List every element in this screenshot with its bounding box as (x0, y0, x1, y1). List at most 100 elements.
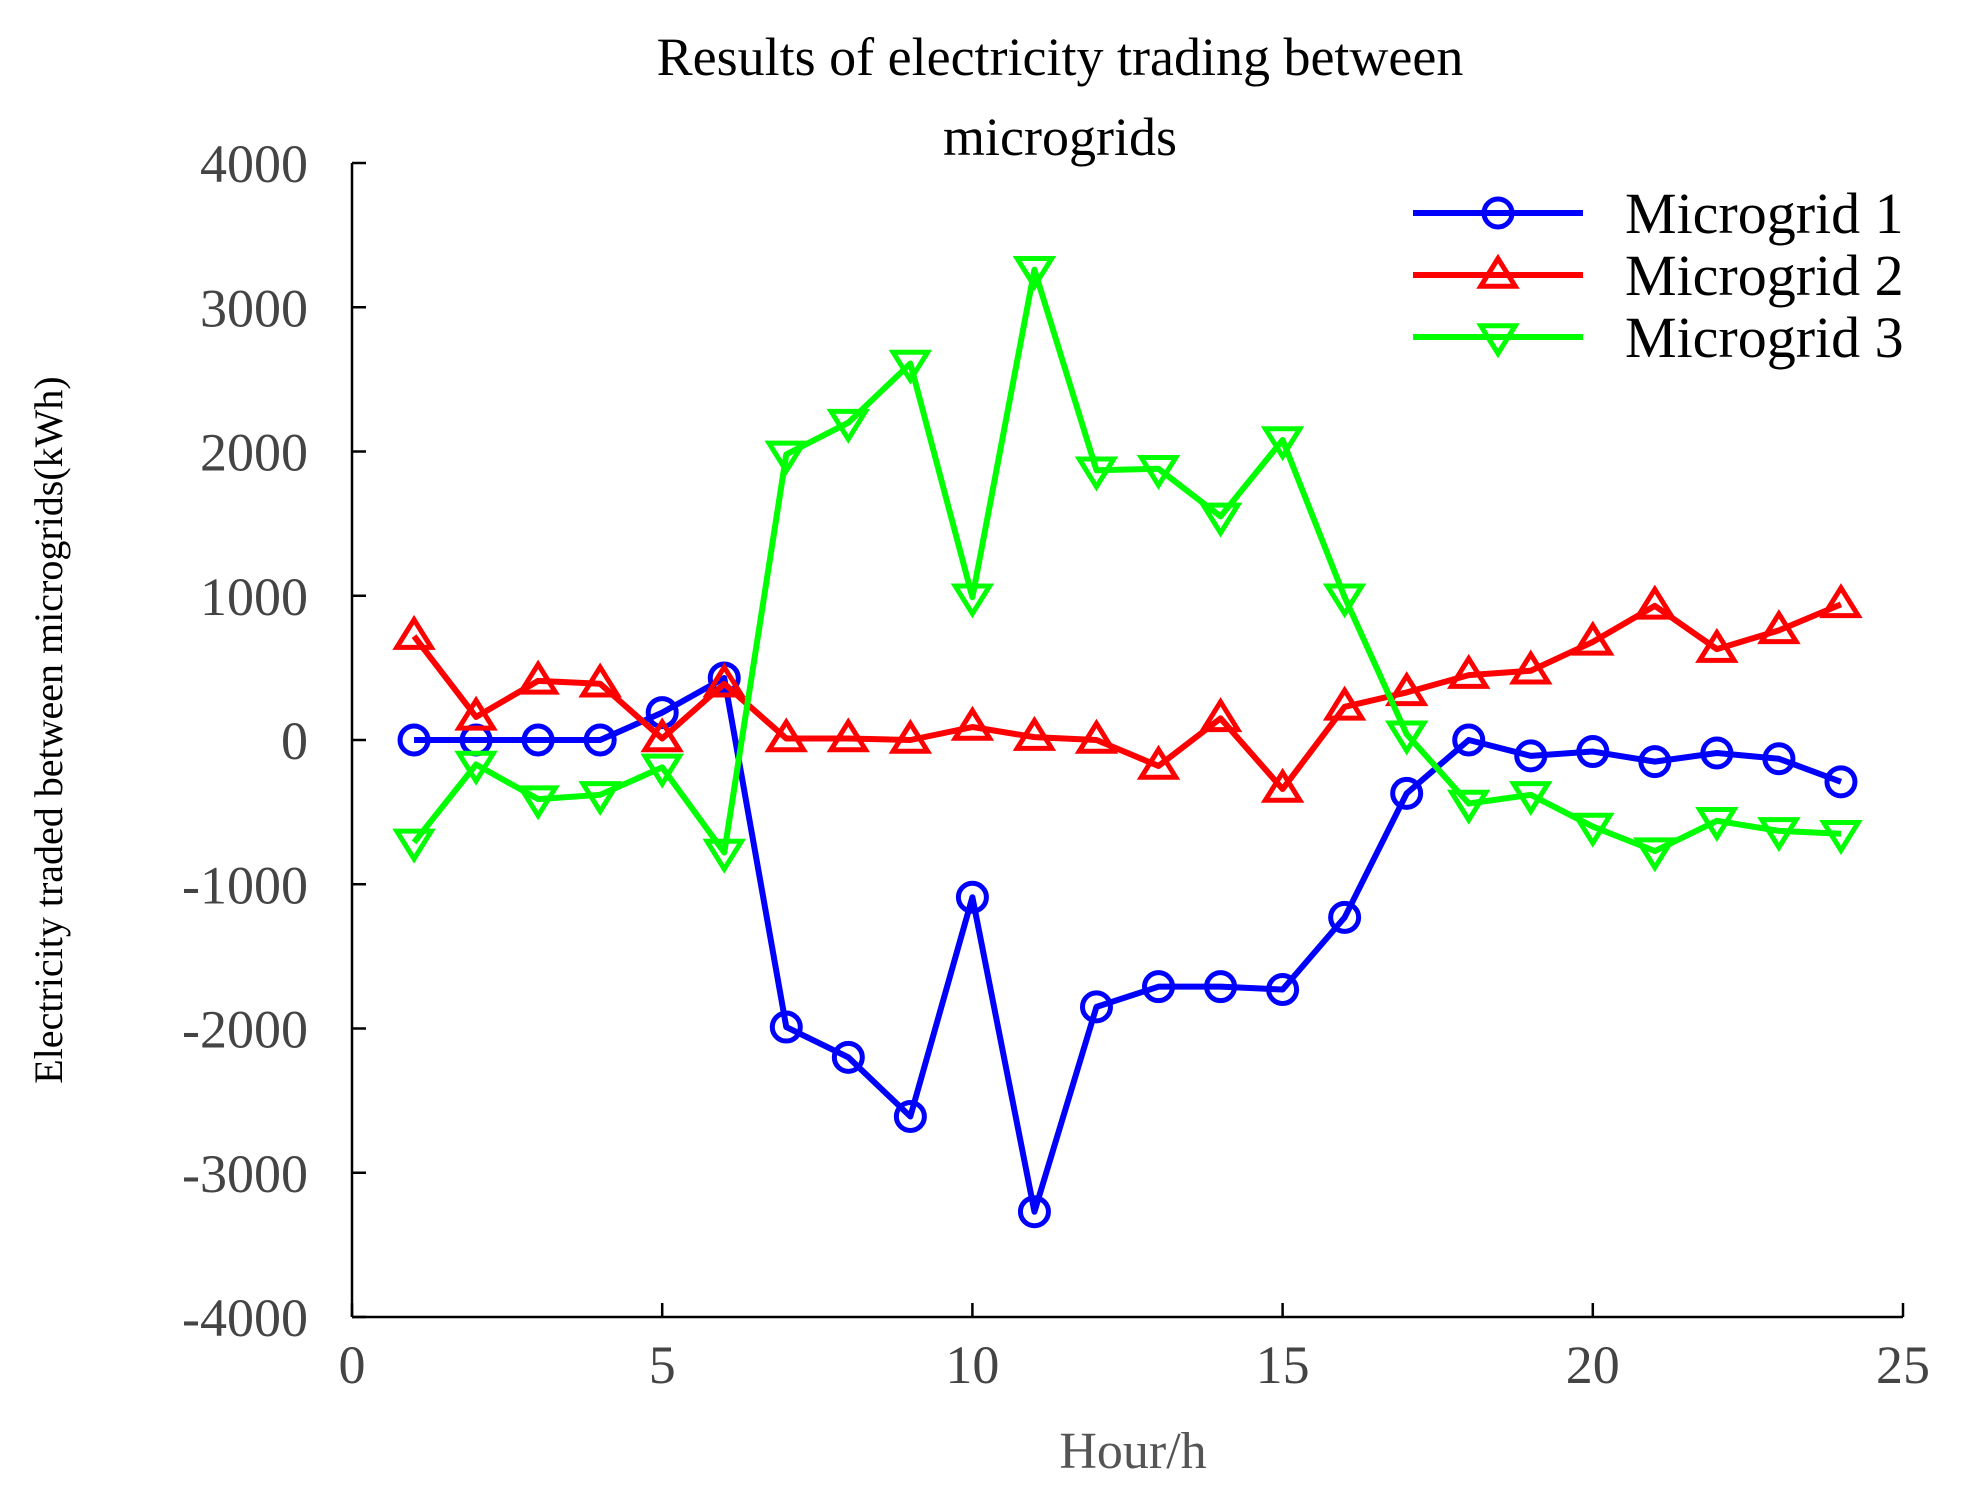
series-1-point (1328, 900, 1362, 934)
series-2-point (1819, 583, 1863, 619)
series-2-point (1633, 584, 1677, 620)
series-3-point (1446, 789, 1491, 825)
series-2 (392, 583, 1863, 803)
series-2-point (1757, 609, 1801, 645)
series-2-point (764, 717, 809, 753)
x-tick-label: 20 (1566, 1335, 1620, 1395)
series-1-point (1204, 970, 1238, 1004)
y-tick-label: -3000 (182, 1144, 308, 1204)
series-3 (392, 255, 1863, 874)
series-1-point (769, 1010, 803, 1044)
series-2-point (702, 662, 746, 698)
series-3-point (1198, 502, 1243, 538)
series-2-point (1012, 715, 1057, 751)
series-1-point (397, 723, 431, 757)
series-3-point (888, 349, 933, 385)
series-2-point (888, 718, 933, 754)
series-3-point (1633, 837, 1677, 873)
legend-label: Microgrid 3 (1625, 305, 1904, 370)
series-1-point (831, 1040, 865, 1074)
series-1-point (521, 723, 555, 757)
y-tick-label: 3000 (200, 278, 308, 338)
series-2-point (1074, 718, 1119, 754)
series-3-point (826, 408, 871, 444)
series-2-point (1198, 697, 1243, 733)
series-2-point (1384, 671, 1429, 707)
series-2-point (1136, 744, 1181, 780)
series-1-point (893, 1099, 927, 1133)
series-3-point (1136, 455, 1181, 491)
series-1-point (1700, 736, 1734, 770)
legend-item-1: Microgrid 1 (1413, 181, 1904, 246)
series-3-point (516, 785, 560, 821)
series-3-point (1819, 820, 1863, 855)
series-1-point (1142, 970, 1176, 1004)
legend-item-2: Microgrid 2 (1413, 243, 1904, 308)
series-2-point (392, 614, 436, 650)
series-1-point (1762, 742, 1796, 776)
series-1-point (1079, 990, 1113, 1024)
series-layer (392, 255, 1863, 1229)
series-2-point (1509, 649, 1553, 685)
series-3-point (1384, 720, 1429, 756)
y-tick-label: 4000 (200, 134, 308, 194)
legend-marker (1481, 196, 1515, 230)
series-3-point (1571, 812, 1615, 848)
series-2-point (578, 662, 622, 698)
y-axis-label: Electricity traded between microgrids(kW… (26, 376, 71, 1083)
legend-marker (1476, 253, 1520, 289)
series-2-point (454, 695, 498, 731)
series-1-point (1266, 973, 1300, 1007)
x-axis-label: Hour/h (1059, 1423, 1206, 1480)
x-tick-label: 10 (945, 1335, 999, 1395)
series-1-point (1514, 739, 1548, 773)
y-tick-label: 1000 (200, 567, 308, 627)
x-tick-label: 0 (339, 1335, 366, 1395)
series-3-point (1012, 255, 1057, 291)
series-1-point (583, 723, 617, 757)
legend-marker (1476, 323, 1520, 359)
series-1-point (1576, 735, 1610, 769)
y-tick-label: -1000 (182, 855, 308, 915)
series-2-point (950, 705, 995, 741)
series-3-point (1260, 426, 1305, 462)
series-3-point (764, 440, 809, 476)
y-tick-label: -2000 (182, 1000, 308, 1060)
series-3-point (392, 828, 436, 864)
series-3-point (950, 583, 995, 619)
series-2-point (1695, 627, 1739, 663)
series-2-point (1260, 767, 1305, 803)
chart-title-line-1: Results of electricity trading between (657, 27, 1464, 87)
series-3-point (454, 750, 498, 786)
y-tick-label: 0 (281, 711, 308, 771)
series-1-point (1824, 765, 1858, 799)
x-tick-label: 5 (649, 1335, 676, 1395)
y-tick-label: -4000 (182, 1288, 308, 1348)
series-2-point (826, 717, 871, 753)
series-3-point (1757, 817, 1801, 853)
series-3-point (1695, 807, 1739, 843)
series-3-point (1074, 456, 1119, 492)
x-tick-label: 15 (1256, 1335, 1310, 1395)
series-1-line (414, 674, 1843, 1215)
series-2-point (1446, 653, 1491, 689)
series-1-point (1390, 776, 1424, 810)
series-2-point (516, 659, 560, 695)
series-3-point (1322, 583, 1367, 619)
series-3-point (1509, 781, 1553, 817)
chart-title-line-2: microgrids (943, 107, 1177, 167)
x-tick-label: 25 (1876, 1335, 1930, 1395)
axes (350, 161, 1905, 1319)
tick-labels: 0 5 10 15 20 25 4000 3000 2000 1000 0 -1000 -2000 -30… (182, 134, 1930, 1395)
series-2-line (411, 601, 1843, 793)
series-2-point (1571, 620, 1615, 656)
series-1-point (1452, 723, 1486, 757)
legend-item-3: Microgrid 3 (1413, 305, 1904, 370)
series-1-point (1017, 1195, 1051, 1229)
legend-label: Microgrid 2 (1625, 243, 1904, 308)
series-2-point (1322, 685, 1367, 721)
series-1-point (955, 880, 989, 914)
series-3-point (578, 781, 622, 817)
